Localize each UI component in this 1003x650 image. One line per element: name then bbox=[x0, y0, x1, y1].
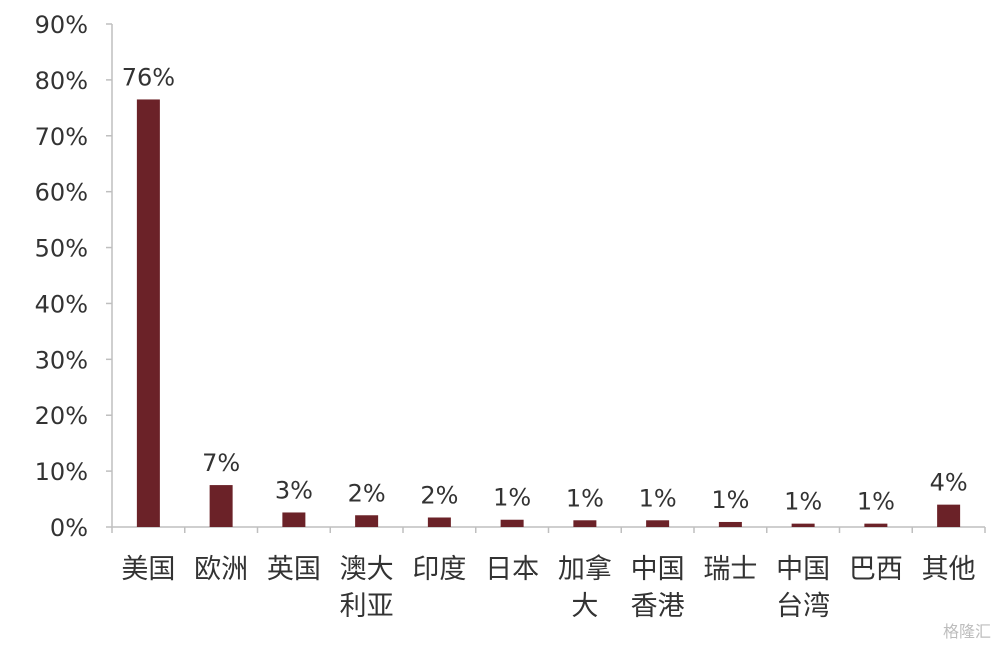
x-tick-label: 英国 bbox=[267, 554, 321, 585]
x-tick-label: 欧洲 bbox=[194, 554, 248, 585]
x-tick-label: 瑞士 bbox=[703, 554, 757, 585]
x-tick-label: 日本 bbox=[485, 554, 539, 585]
data-label: 3% bbox=[275, 476, 313, 504]
data-labels: 76% 7% 3% 2% 2% 1% 1% 1% 1% 1% 1% 4% bbox=[122, 63, 968, 515]
x-tick-label: 大 bbox=[571, 591, 598, 622]
data-label: 2% bbox=[348, 479, 386, 507]
y-tick-label: 40% bbox=[35, 290, 88, 318]
bar bbox=[791, 523, 815, 527]
x-tick-label: 利亚 bbox=[340, 591, 394, 622]
y-tick-label: 20% bbox=[35, 402, 88, 430]
y-tick-label: 50% bbox=[35, 235, 88, 263]
x-axis bbox=[111, 526, 986, 533]
data-label: 1% bbox=[857, 488, 895, 516]
y-tick-label: 30% bbox=[35, 346, 88, 374]
x-tick-label: 其他 bbox=[922, 554, 976, 585]
data-label: 1% bbox=[493, 484, 531, 512]
data-label: 2% bbox=[420, 481, 458, 509]
data-label: 1% bbox=[784, 488, 822, 516]
x-tick-label: 中国 bbox=[776, 554, 830, 585]
bar bbox=[355, 515, 379, 527]
bar bbox=[136, 99, 160, 527]
bar bbox=[209, 485, 233, 527]
x-tick-label: 台湾 bbox=[776, 591, 830, 622]
bar bbox=[864, 523, 888, 527]
bar bbox=[500, 519, 524, 527]
x-tick-label: 香港 bbox=[631, 591, 685, 622]
bar bbox=[937, 504, 961, 527]
x-tick-label: 澳大 bbox=[340, 554, 394, 585]
x-tick-label: 加拿 bbox=[558, 554, 612, 585]
y-tick-label: 0% bbox=[50, 514, 88, 542]
watermark-text: 格隆汇 bbox=[942, 622, 991, 641]
bar bbox=[282, 512, 306, 527]
y-tick-label: 70% bbox=[35, 123, 88, 151]
y-tick-label: 10% bbox=[35, 458, 88, 486]
bar bbox=[718, 521, 742, 527]
x-tick-label: 印度 bbox=[412, 554, 466, 585]
y-axis: 0% 10% 20% 30% 40% 50% 60% 70% 80% 90% bbox=[35, 11, 113, 542]
bar bbox=[573, 520, 597, 527]
bar bbox=[427, 517, 451, 527]
bar-series bbox=[136, 99, 961, 527]
x-tick-label: 美国 bbox=[121, 554, 175, 585]
x-tick-label: 中国 bbox=[631, 554, 685, 585]
data-label: 7% bbox=[202, 449, 240, 477]
x-tick-label: 巴西 bbox=[849, 554, 903, 585]
data-label: 1% bbox=[566, 484, 604, 512]
watermark-logo: 格隆汇 bbox=[943, 618, 991, 642]
data-label: 1% bbox=[711, 486, 749, 514]
y-tick-label: 80% bbox=[35, 67, 88, 95]
data-label: 1% bbox=[639, 484, 677, 512]
y-tick-label: 60% bbox=[35, 179, 88, 207]
data-label: 76% bbox=[122, 63, 175, 91]
y-tick-label: 90% bbox=[35, 11, 88, 39]
bar bbox=[646, 520, 670, 527]
data-label: 4% bbox=[930, 469, 968, 497]
